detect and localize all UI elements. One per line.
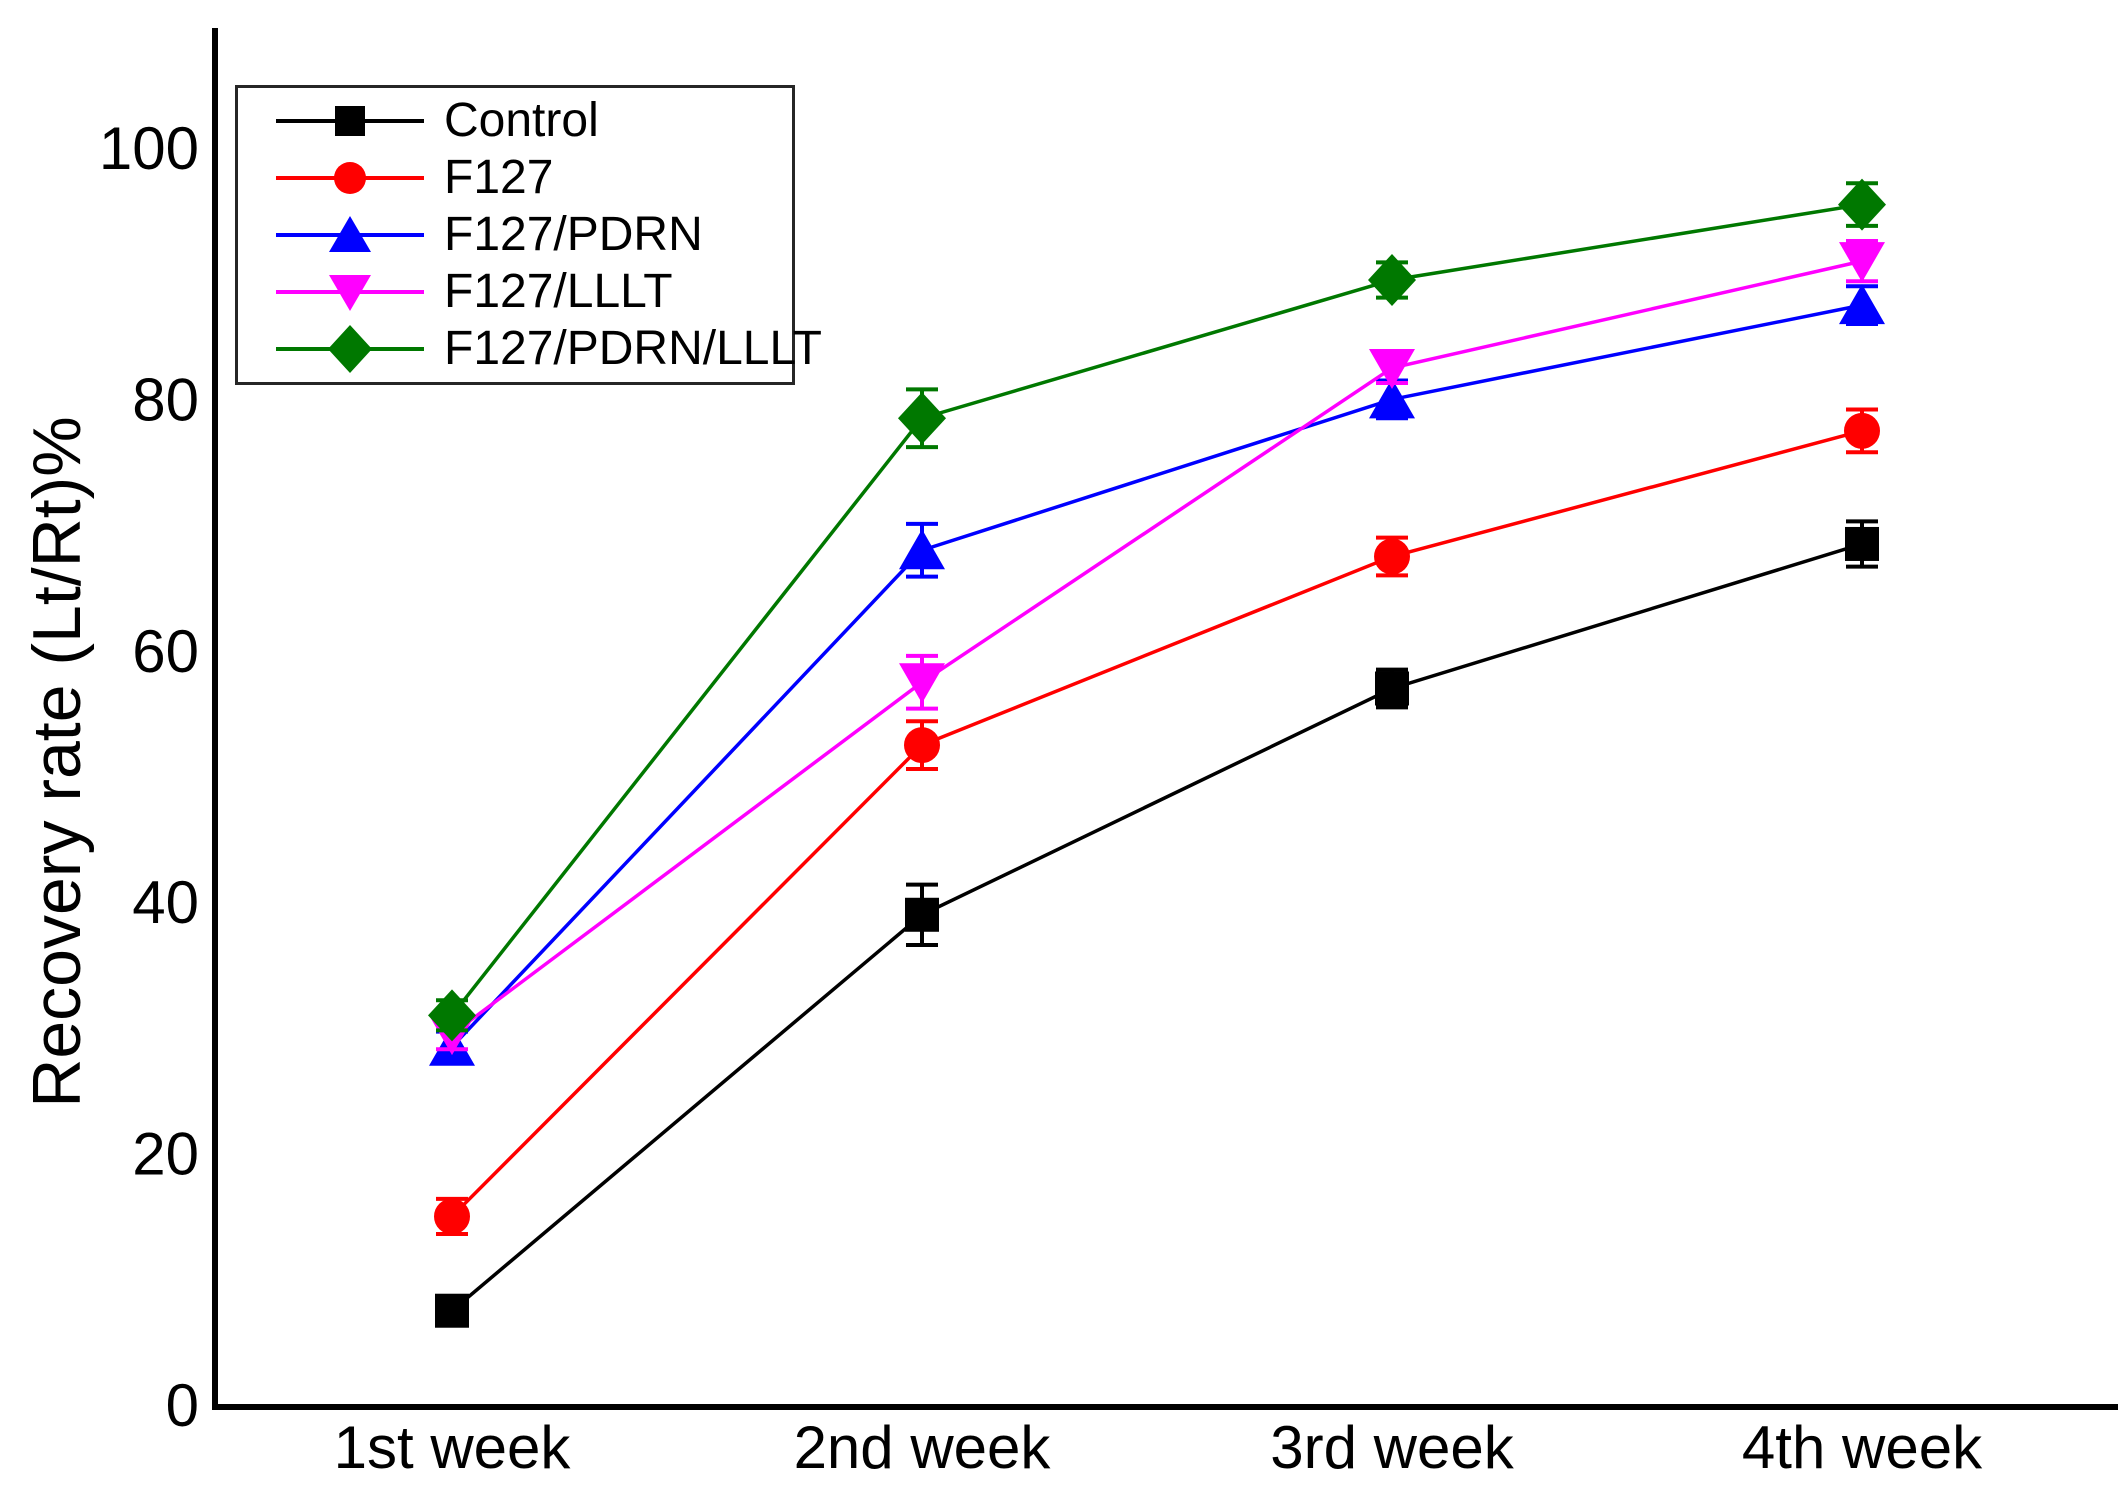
triangle-up-marker-icon: [329, 216, 371, 252]
circle-marker-icon: [1374, 538, 1410, 575]
y-axis-title: Recovery rate (Lt/Rt)%: [19, 416, 95, 1108]
legend-label: Control: [444, 93, 599, 147]
circle-marker-icon: [434, 1198, 470, 1235]
triangle-down-marker-icon: [1839, 242, 1885, 283]
series-f127-pdrn: [429, 284, 1885, 1066]
legend-item-f127-pdrn-lllt: F127/PDRN/LLLT: [238, 321, 822, 378]
legend-item-f127-pdrn: F127/PDRN: [238, 206, 792, 263]
triangle-up-marker-icon: [1839, 284, 1885, 325]
legend-swatch: [276, 325, 424, 374]
y-tick-label: 0: [166, 1372, 199, 1439]
legend-label: F127/LLLT: [444, 265, 673, 319]
series-line: [450, 259, 1863, 1036]
triangle-down-marker-icon: [899, 663, 945, 704]
x-tick-label: 2nd week: [794, 1414, 1052, 1481]
series-f127: [434, 407, 1880, 1237]
x-tick-label: 3rd week: [1270, 1414, 1514, 1481]
series-control: [435, 519, 1879, 1328]
triangle-down-marker-icon: [1369, 348, 1415, 389]
legend-label: F127/PDRN/LLLT: [444, 322, 822, 376]
circle-marker-icon: [334, 161, 366, 194]
square-marker-icon: [1375, 671, 1409, 706]
diamond-marker-icon: [1838, 178, 1886, 231]
diamond-marker-icon: [1368, 253, 1416, 306]
y-tick-label: 40: [132, 869, 199, 936]
diamond-marker-icon: [428, 989, 476, 1042]
y-tick-label: 20: [132, 1121, 199, 1188]
y-tick-label: 100: [99, 115, 199, 182]
series-line: [450, 303, 1863, 1048]
y-tick-label: 60: [132, 618, 199, 685]
legend-item-f127-lllt: F127/LLLT: [238, 264, 792, 321]
legend: Control F127 F127/PDRN F127/LLLT F127/PDRN/L…: [235, 85, 822, 385]
circle-marker-icon: [1844, 412, 1880, 449]
series-line: [450, 542, 1863, 1313]
series-line: [450, 429, 1863, 1218]
legend-label: F127: [444, 150, 554, 204]
series-line: [450, 202, 1863, 1017]
legend-swatch: [276, 216, 424, 252]
square-marker-icon: [435, 1293, 469, 1328]
triangle-down-marker-icon: [329, 275, 371, 312]
legend-item-f127: F127: [238, 149, 792, 206]
circle-marker-icon: [904, 727, 940, 764]
legend-swatch: [276, 105, 424, 136]
legend-item-control: Control: [238, 92, 792, 149]
y-tick-label: 80: [132, 366, 199, 433]
legend-label: F127/PDRN: [444, 208, 703, 261]
triangle-up-marker-icon: [899, 529, 945, 570]
square-marker-icon: [335, 105, 365, 136]
square-marker-icon: [1845, 526, 1879, 561]
x-tick-label: 4th week: [1742, 1414, 1983, 1481]
triangle-up-marker-icon: [1369, 378, 1415, 419]
diamond-marker-icon: [328, 325, 372, 374]
legend-swatch: [276, 275, 424, 312]
series-f127-lllt: [429, 239, 1885, 1056]
diamond-marker-icon: [898, 392, 946, 445]
x-tick-label: 1st week: [334, 1414, 572, 1481]
series-f127-pdrn-lllt: [428, 178, 1886, 1042]
square-marker-icon: [905, 897, 939, 932]
legend-swatch: [276, 161, 424, 194]
